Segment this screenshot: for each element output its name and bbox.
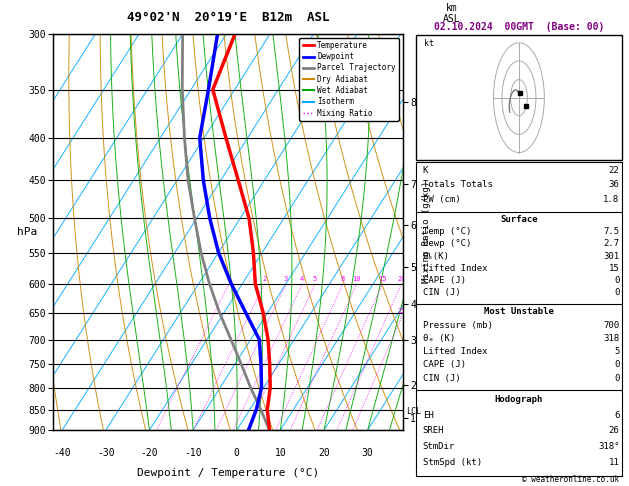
Text: 318: 318 — [603, 334, 620, 343]
Text: StmDir: StmDir — [423, 442, 455, 451]
Text: 10: 10 — [352, 276, 361, 282]
Text: 0: 0 — [614, 374, 620, 382]
Text: © weatheronline.co.uk: © weatheronline.co.uk — [523, 474, 620, 484]
Text: 6: 6 — [614, 411, 620, 419]
Text: 20: 20 — [318, 448, 330, 458]
Text: 0: 0 — [234, 448, 240, 458]
Text: 2: 2 — [262, 276, 266, 282]
Text: 15: 15 — [378, 276, 387, 282]
Text: 30: 30 — [362, 448, 374, 458]
Text: 02.10.2024  00GMT  (Base: 00): 02.10.2024 00GMT (Base: 00) — [434, 21, 604, 32]
Text: 3: 3 — [284, 276, 288, 282]
Text: 4: 4 — [300, 276, 304, 282]
Text: -30: -30 — [97, 448, 114, 458]
Text: θₑ (K): θₑ (K) — [423, 334, 455, 343]
Text: hPa: hPa — [17, 227, 37, 237]
Text: EH: EH — [423, 411, 433, 419]
Text: -40: -40 — [53, 448, 71, 458]
Text: Lifted Index: Lifted Index — [423, 347, 487, 356]
Text: CIN (J): CIN (J) — [423, 289, 460, 297]
Text: 15: 15 — [609, 264, 620, 273]
Text: kt: kt — [424, 38, 434, 48]
Legend: Temperature, Dewpoint, Parcel Trajectory, Dry Adiabat, Wet Adiabat, Isotherm, Mi: Temperature, Dewpoint, Parcel Trajectory… — [299, 38, 399, 121]
Text: K: K — [423, 166, 428, 175]
Text: 36: 36 — [609, 180, 620, 190]
Text: Most Unstable: Most Unstable — [484, 308, 554, 316]
Text: -20: -20 — [141, 448, 159, 458]
Text: CAPE (J): CAPE (J) — [423, 276, 465, 285]
Text: Surface: Surface — [500, 215, 538, 224]
Text: SREH: SREH — [423, 426, 444, 435]
Text: Lifted Index: Lifted Index — [423, 264, 487, 273]
Text: 5: 5 — [614, 347, 620, 356]
Text: Temp (°C): Temp (°C) — [423, 227, 471, 236]
Text: CAPE (J): CAPE (J) — [423, 360, 465, 369]
Text: Pressure (mb): Pressure (mb) — [423, 321, 493, 330]
Text: 8: 8 — [341, 276, 345, 282]
Bar — [416, 35, 621, 160]
Text: Dewpoint / Temperature (°C): Dewpoint / Temperature (°C) — [137, 468, 319, 478]
Text: 0: 0 — [614, 360, 620, 369]
Text: CIN (J): CIN (J) — [423, 374, 460, 382]
Text: km
ASL: km ASL — [443, 2, 460, 24]
Text: PW (cm): PW (cm) — [423, 194, 460, 204]
Text: 1: 1 — [227, 276, 231, 282]
Text: 7.5: 7.5 — [603, 227, 620, 236]
Text: 5: 5 — [313, 276, 317, 282]
Text: 700: 700 — [603, 321, 620, 330]
Text: 1.8: 1.8 — [603, 194, 620, 204]
Text: 11: 11 — [609, 458, 620, 467]
Text: 49°02'N  20°19'E  B12m  ASL: 49°02'N 20°19'E B12m ASL — [127, 11, 329, 24]
Text: 10: 10 — [274, 448, 286, 458]
Text: Dewp (°C): Dewp (°C) — [423, 239, 471, 248]
Text: 20: 20 — [397, 276, 406, 282]
Text: LCL: LCL — [406, 407, 421, 416]
Text: Totals Totals: Totals Totals — [423, 180, 493, 190]
Text: 2.7: 2.7 — [603, 239, 620, 248]
Text: -10: -10 — [184, 448, 202, 458]
Text: θₑ(K): θₑ(K) — [423, 252, 450, 260]
Y-axis label: Mixing Ratio (g/kg): Mixing Ratio (g/kg) — [421, 181, 431, 283]
Text: 301: 301 — [603, 252, 620, 260]
Text: 22: 22 — [609, 166, 620, 175]
Text: 26: 26 — [609, 426, 620, 435]
Text: 0: 0 — [614, 276, 620, 285]
Text: 318°: 318° — [598, 442, 620, 451]
Text: 0: 0 — [614, 289, 620, 297]
Text: 25: 25 — [398, 308, 406, 314]
Text: Hodograph: Hodograph — [495, 395, 543, 404]
Text: StmSpd (kt): StmSpd (kt) — [423, 458, 482, 467]
